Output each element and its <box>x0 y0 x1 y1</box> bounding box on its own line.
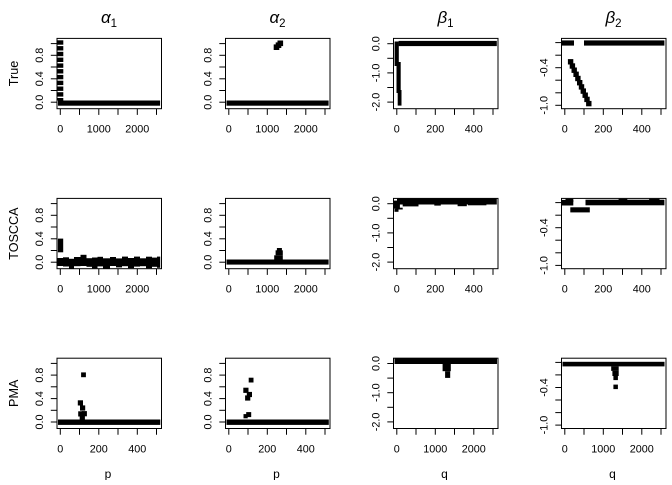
svg-text:0.4: 0.4 <box>202 231 214 246</box>
svg-text:0.4: 0.4 <box>202 391 214 406</box>
svg-text:0.8: 0.8 <box>34 48 46 63</box>
svg-text:p: p <box>273 467 280 480</box>
svg-text:400: 400 <box>465 284 483 296</box>
svg-text:-2.0: -2.0 <box>370 413 382 432</box>
svg-text:0.0: 0.0 <box>34 414 46 429</box>
svg-text:1000: 1000 <box>87 284 111 296</box>
svg-text:0.4: 0.4 <box>34 391 46 406</box>
svg-text:2000: 2000 <box>294 124 318 136</box>
svg-text:-0.4: -0.4 <box>538 378 550 397</box>
svg-text:-1.0: -1.0 <box>370 383 382 402</box>
svg-text:2000: 2000 <box>462 443 486 455</box>
svg-text:2000: 2000 <box>125 124 149 136</box>
svg-text:PMA: PMA <box>7 379 21 407</box>
svg-text:-1.0: -1.0 <box>538 256 550 275</box>
svg-text:p: p <box>105 467 112 480</box>
svg-text:0: 0 <box>562 443 568 455</box>
svg-text:0.0: 0.0 <box>202 95 214 110</box>
svg-text:1000: 1000 <box>255 284 279 296</box>
svg-text:0.0: 0.0 <box>370 36 382 51</box>
svg-text:200: 200 <box>258 443 276 455</box>
svg-text:200: 200 <box>594 124 612 136</box>
svg-text:-2.0: -2.0 <box>370 93 382 112</box>
svg-text:1000: 1000 <box>423 443 447 455</box>
svg-text:0.8: 0.8 <box>34 368 46 383</box>
svg-text:q: q <box>441 467 448 480</box>
svg-text:0.4: 0.4 <box>34 71 46 86</box>
svg-text:400: 400 <box>633 284 651 296</box>
svg-text:400: 400 <box>633 124 651 136</box>
svg-text:-0.4: -0.4 <box>538 58 550 77</box>
svg-text:0.4: 0.4 <box>34 231 46 246</box>
svg-text:0.8: 0.8 <box>202 48 214 63</box>
svg-text:200: 200 <box>594 284 612 296</box>
svg-text:0.8: 0.8 <box>202 208 214 223</box>
svg-text:q: q <box>609 467 616 480</box>
svg-text:0: 0 <box>226 124 232 136</box>
svg-text:2000: 2000 <box>294 284 318 296</box>
svg-text:-1.0: -1.0 <box>370 224 382 243</box>
svg-text:2000: 2000 <box>630 443 654 455</box>
svg-text:0.8: 0.8 <box>202 368 214 383</box>
svg-text:400: 400 <box>128 443 146 455</box>
svg-text:2000: 2000 <box>125 284 149 296</box>
svg-text:0: 0 <box>57 124 63 136</box>
svg-text:0: 0 <box>562 124 568 136</box>
svg-text:-0.4: -0.4 <box>538 218 550 237</box>
svg-text:0: 0 <box>57 284 63 296</box>
svg-text:0.0: 0.0 <box>34 95 46 110</box>
svg-text:-2.0: -2.0 <box>370 253 382 272</box>
svg-text:0.0: 0.0 <box>370 356 382 371</box>
svg-text:0.0: 0.0 <box>202 414 214 429</box>
svg-text:200: 200 <box>426 124 444 136</box>
svg-text:400: 400 <box>465 124 483 136</box>
svg-text:-1.0: -1.0 <box>538 96 550 115</box>
svg-text:400: 400 <box>297 443 315 455</box>
svg-text:0: 0 <box>562 284 568 296</box>
svg-text:0: 0 <box>394 124 400 136</box>
svg-text:1000: 1000 <box>255 124 279 136</box>
svg-text:1000: 1000 <box>87 124 111 136</box>
svg-text:0: 0 <box>394 284 400 296</box>
svg-text:0.4: 0.4 <box>202 71 214 86</box>
svg-text:1000: 1000 <box>591 443 615 455</box>
svg-text:0: 0 <box>57 443 63 455</box>
svg-text:0: 0 <box>394 443 400 455</box>
svg-text:TOSCCA: TOSCCA <box>7 207 21 260</box>
svg-text:200: 200 <box>90 443 108 455</box>
svg-text:-1.0: -1.0 <box>538 416 550 435</box>
svg-text:200: 200 <box>426 284 444 296</box>
svg-text:0.8: 0.8 <box>34 208 46 223</box>
svg-text:-1.0: -1.0 <box>370 64 382 83</box>
svg-text:0.0: 0.0 <box>370 196 382 211</box>
svg-text:0.0: 0.0 <box>34 255 46 270</box>
svg-text:0: 0 <box>226 443 232 455</box>
svg-text:True: True <box>7 61 21 86</box>
svg-text:0.0: 0.0 <box>202 255 214 270</box>
svg-text:0: 0 <box>226 284 232 296</box>
